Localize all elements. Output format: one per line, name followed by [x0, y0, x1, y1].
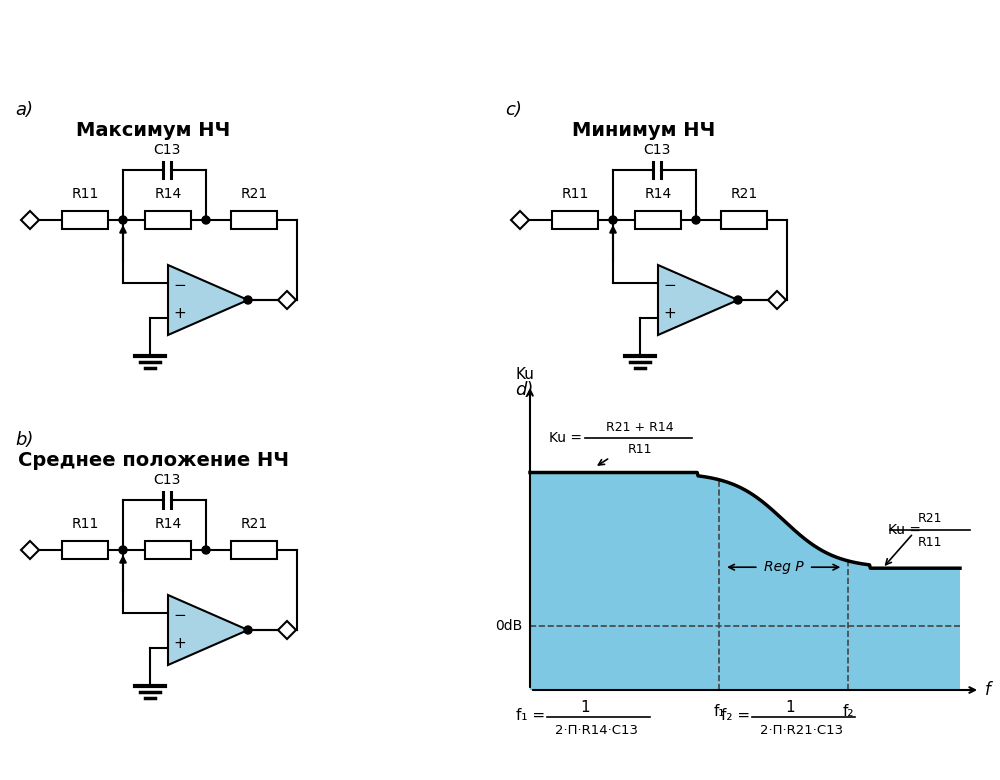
Text: R21: R21 — [240, 517, 268, 531]
Text: C13: C13 — [643, 143, 670, 157]
Text: R11: R11 — [918, 536, 943, 548]
Text: 2·Π·R21·C13: 2·Π·R21·C13 — [760, 724, 844, 736]
Polygon shape — [21, 211, 39, 229]
Circle shape — [244, 626, 252, 634]
Text: f₂ =: f₂ = — [721, 707, 750, 722]
Text: C13: C13 — [153, 143, 180, 157]
Bar — [231, 541, 277, 559]
Text: 1: 1 — [785, 700, 795, 714]
Bar — [62, 541, 108, 559]
Text: R11: R11 — [628, 443, 652, 456]
Text: +: + — [664, 307, 676, 321]
Text: C13: C13 — [153, 473, 180, 487]
Text: R11: R11 — [71, 187, 99, 201]
Bar — [62, 211, 108, 229]
Text: R21: R21 — [918, 512, 943, 525]
Text: R21: R21 — [240, 187, 268, 201]
Text: Максимум НЧ: Максимум НЧ — [76, 120, 231, 140]
Bar — [145, 541, 191, 559]
Circle shape — [119, 546, 127, 554]
Text: 1: 1 — [580, 700, 590, 714]
Text: Reg P: Reg P — [764, 560, 804, 574]
Text: f₁: f₁ — [713, 704, 725, 719]
Bar — [635, 211, 681, 229]
Text: −: − — [664, 278, 676, 293]
Text: f₁ =: f₁ = — [516, 707, 545, 722]
Polygon shape — [511, 211, 529, 229]
Circle shape — [692, 216, 700, 224]
Text: R14: R14 — [154, 517, 182, 531]
Text: c): c) — [505, 101, 522, 119]
Text: R21: R21 — [730, 187, 758, 201]
Text: +: + — [174, 307, 186, 321]
Polygon shape — [278, 291, 296, 309]
Text: Ku =: Ku = — [888, 523, 921, 537]
Polygon shape — [168, 265, 248, 335]
Text: f: f — [985, 681, 991, 699]
Bar — [552, 211, 598, 229]
Text: Минимум НЧ: Минимум НЧ — [572, 120, 715, 140]
Text: −: − — [174, 608, 186, 623]
Text: R14: R14 — [154, 187, 182, 201]
Polygon shape — [168, 595, 248, 665]
Text: b): b) — [15, 431, 33, 449]
Text: Ku: Ku — [516, 367, 534, 382]
Text: Среднее положение НЧ: Среднее положение НЧ — [18, 451, 289, 470]
Bar — [231, 211, 277, 229]
Text: −: − — [174, 278, 186, 293]
Polygon shape — [278, 621, 296, 639]
Circle shape — [202, 546, 210, 554]
Text: R14: R14 — [644, 187, 672, 201]
Text: R11: R11 — [71, 517, 99, 531]
Text: f₂: f₂ — [842, 704, 854, 719]
Circle shape — [734, 296, 742, 304]
Circle shape — [244, 296, 252, 304]
Text: a): a) — [15, 101, 33, 119]
Polygon shape — [768, 291, 786, 309]
Text: 0dB: 0dB — [495, 619, 522, 633]
Text: 2·Π·R14·C13: 2·Π·R14·C13 — [556, 724, 639, 736]
Text: Ku =: Ku = — [549, 431, 582, 445]
Circle shape — [609, 216, 617, 224]
Polygon shape — [658, 265, 738, 335]
Text: +: + — [174, 636, 186, 651]
Text: R11: R11 — [561, 187, 589, 201]
Bar — [530, 400, 960, 690]
Text: d): d) — [515, 381, 533, 399]
Polygon shape — [21, 541, 39, 559]
Circle shape — [119, 216, 127, 224]
Circle shape — [202, 216, 210, 224]
Polygon shape — [530, 400, 960, 568]
Text: R21 + R14: R21 + R14 — [606, 421, 674, 434]
Bar — [721, 211, 767, 229]
Bar — [145, 211, 191, 229]
